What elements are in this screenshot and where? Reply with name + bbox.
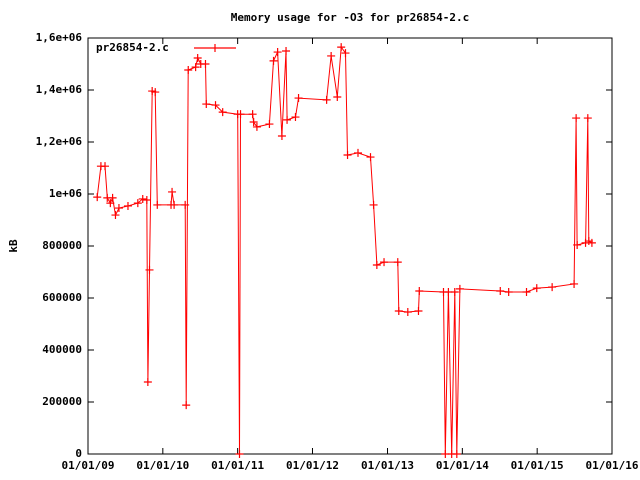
data-point — [337, 43, 346, 52]
data-point — [114, 204, 123, 213]
x-tick-label: 01/01/12 — [286, 459, 339, 472]
x-tick-label: 01/01/15 — [511, 459, 564, 472]
data-point — [201, 60, 210, 68]
data-point — [587, 238, 596, 247]
data-point — [333, 93, 342, 102]
data-point — [583, 114, 592, 123]
data-point — [218, 108, 227, 117]
data-point — [277, 132, 286, 141]
data-point — [496, 286, 505, 295]
data-point — [143, 377, 152, 386]
data-point — [193, 54, 202, 63]
data-point — [181, 200, 190, 209]
x-tick-label: 01/01/09 — [62, 459, 115, 472]
data-point — [191, 63, 200, 72]
legend-label: pr26854-2.c — [96, 41, 169, 54]
y-axis-label: kB — [7, 239, 20, 253]
data-point — [236, 110, 245, 119]
y-tick-label: 800000 — [42, 239, 82, 252]
data-point — [532, 284, 541, 293]
y-tick-label: 200000 — [42, 395, 82, 408]
data-point — [343, 151, 352, 159]
data-point — [269, 56, 278, 65]
data-point — [572, 114, 581, 123]
data-point — [153, 200, 162, 209]
data-point — [273, 48, 282, 57]
data-point — [294, 94, 303, 103]
data-point — [151, 88, 160, 97]
data-point — [249, 117, 258, 126]
data-point — [184, 65, 193, 74]
data-point — [415, 286, 424, 295]
data-point — [291, 113, 300, 122]
y-tick-label: 1,2e+06 — [36, 135, 83, 148]
data-point — [133, 199, 142, 208]
y-tick-label: 600000 — [42, 291, 82, 304]
data-point — [282, 47, 291, 55]
data-point — [145, 265, 154, 274]
data-point — [353, 148, 362, 157]
data-point — [123, 201, 132, 210]
data-point — [570, 279, 579, 288]
data-point — [372, 260, 381, 269]
data-point — [252, 122, 261, 131]
data-point — [414, 307, 423, 315]
data-point — [327, 51, 336, 60]
y-tick-label: 1,4e+06 — [36, 83, 83, 96]
x-tick-label: 01/01/10 — [136, 459, 189, 472]
data-point — [573, 240, 582, 249]
data-point — [106, 199, 115, 208]
data-point — [248, 110, 257, 119]
data-point — [403, 308, 412, 317]
data-point — [455, 284, 464, 293]
data-point — [235, 450, 244, 458]
data-point — [202, 100, 211, 109]
data-point — [108, 193, 117, 202]
legend-swatch — [194, 44, 236, 52]
x-tick-label: 01/01/11 — [211, 459, 264, 472]
data-point — [394, 307, 403, 315]
x-tick-label: 01/01/13 — [361, 459, 414, 472]
data-point — [450, 288, 459, 297]
data-point — [393, 258, 402, 267]
data-point — [111, 211, 120, 220]
data-point — [380, 258, 389, 267]
y-tick-label: 400000 — [42, 343, 82, 356]
data-point — [522, 288, 531, 297]
data-point — [211, 101, 220, 110]
data-point — [548, 283, 557, 292]
data-point — [283, 115, 292, 124]
data-point — [138, 194, 147, 203]
data-point — [504, 288, 513, 297]
data-point — [369, 200, 378, 209]
data-point — [182, 401, 191, 410]
data-point — [265, 120, 274, 129]
data-point — [322, 95, 331, 104]
y-tick-label: 0 — [75, 447, 82, 460]
x-tick-label: 01/01/14 — [436, 459, 489, 472]
data-point — [341, 49, 350, 58]
chart-title: Memory usage for -O3 for pr26854-2.c — [231, 11, 469, 24]
data-point — [168, 187, 177, 196]
data-point — [366, 153, 375, 162]
x-tick-label: 01/01/16 — [586, 459, 639, 472]
data-point — [452, 450, 461, 458]
data-point — [101, 162, 110, 171]
data-point — [93, 193, 102, 202]
y-tick-label: 1e+06 — [49, 187, 82, 200]
data-point — [170, 200, 179, 209]
data-point — [142, 195, 151, 204]
y-tick-label: 1,6e+06 — [36, 31, 83, 44]
